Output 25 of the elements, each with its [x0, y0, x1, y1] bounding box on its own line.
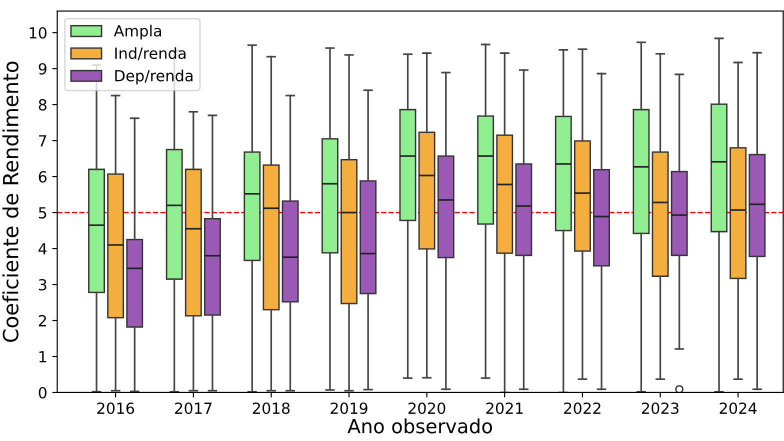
x-tick-label: 2018: [252, 402, 290, 414]
y-tick-label: 5: [38, 207, 46, 219]
x-tick-label: 2020: [408, 402, 446, 414]
legend-label: Dep/renda: [115, 70, 192, 84]
y-tick-label: 6: [38, 171, 47, 183]
y-tick-label: 8: [38, 99, 46, 111]
x-tick-label: 2022: [564, 402, 600, 414]
y-tick-label: 7: [39, 135, 46, 146]
y-axis-title: Coeficiente de Rendimento: [2, 62, 18, 342]
y-tick-label: 3: [38, 278, 46, 291]
y-tick-label: 4: [38, 243, 47, 254]
x-tick-label: 2021: [486, 402, 523, 414]
x-tick-label: 2017: [175, 402, 212, 414]
x-axis-title: Ano observado: [348, 418, 492, 434]
y-tick-label: 0: [38, 386, 46, 399]
y-tick-label: 1: [39, 351, 46, 362]
legend-label: Ind/renda: [115, 47, 186, 60]
x-tick-label: 2016: [97, 402, 134, 414]
y-tick-label: 2: [38, 314, 46, 326]
y-tick-label: 9: [38, 63, 46, 75]
y-tick-label: 10: [30, 27, 46, 39]
x-tick-label: 2019: [330, 402, 368, 414]
x-tick-label: 2024: [720, 402, 757, 414]
x-tick-label: 2023: [642, 402, 678, 414]
legend-label: Ampla: [114, 24, 162, 40]
